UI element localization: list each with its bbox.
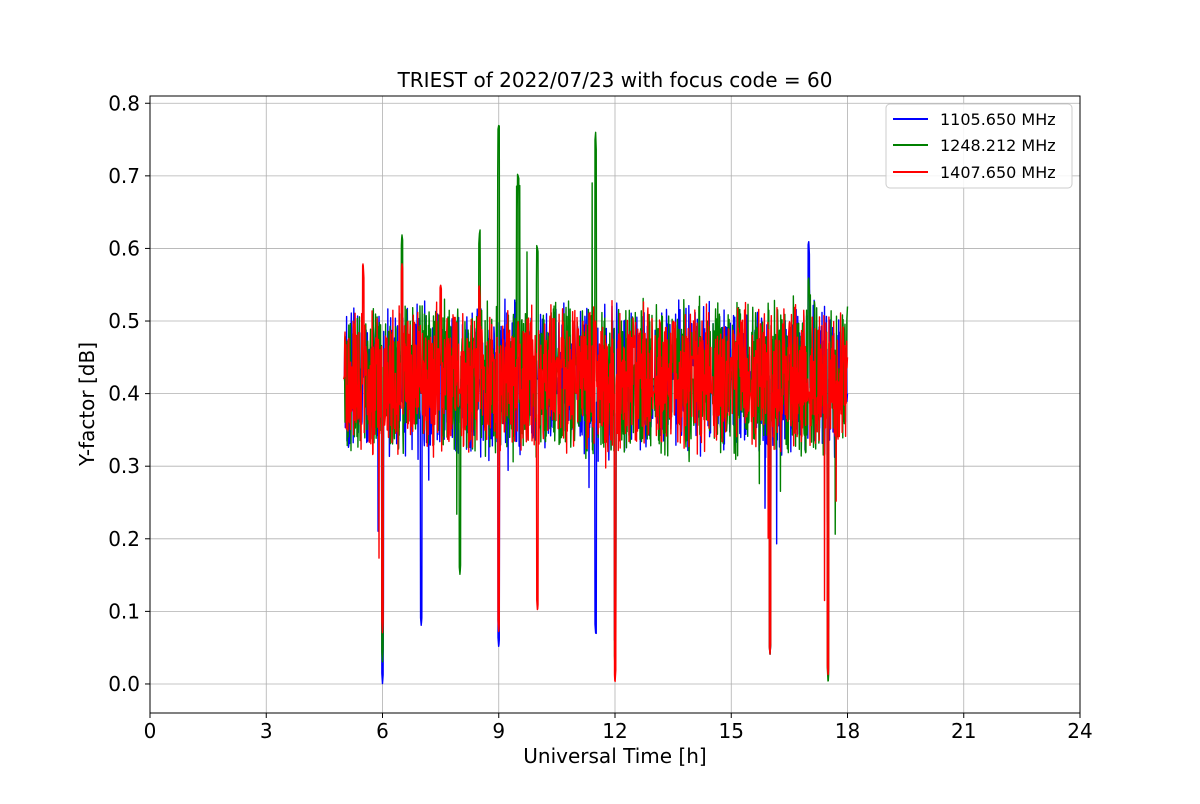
y-tick-label: 0.4 — [108, 382, 140, 406]
y-tick-label: 0.6 — [108, 236, 140, 260]
x-tick-label: 6 — [376, 719, 389, 743]
legend-label-1407: 1407.650 MHz — [940, 163, 1056, 182]
x-tick-label: 3 — [260, 719, 273, 743]
x-tick-label: 12 — [602, 719, 627, 743]
y-tick-label: 0.2 — [108, 527, 140, 551]
series-layer — [343, 124, 849, 685]
x-tick-label: 15 — [719, 719, 744, 743]
x-tick-label: 9 — [492, 719, 505, 743]
y-axis-ticks: 0.0 0.1 0.2 0.3 0.4 0.5 0.6 0.7 0.8 — [108, 91, 150, 696]
y-axis-label: Y-factor [dB] — [75, 342, 99, 467]
y-tick-label: 0.8 — [108, 91, 140, 115]
y-tick-label: 0.7 — [108, 164, 140, 188]
y-tick-label: 0.5 — [108, 309, 140, 333]
legend: 1105.650 MHz 1248.212 MHz 1407.650 MHz — [885, 103, 1073, 189]
x-tick-label: 0 — [144, 719, 157, 743]
legend-label-1248: 1248.212 MHz — [940, 136, 1056, 155]
y-tick-label: 0.1 — [108, 599, 140, 623]
chart-title: TRIEST of 2022/07/23 with focus code = 6… — [397, 68, 833, 92]
legend-label-1105: 1105.650 MHz — [940, 110, 1056, 129]
x-axis-ticks: 0 3 6 9 12 15 18 21 24 — [144, 713, 1093, 743]
y-tick-label: 0.0 — [108, 672, 140, 696]
series-line-2 — [343, 263, 849, 683]
x-tick-label: 24 — [1067, 719, 1092, 743]
legend-box — [885, 103, 1073, 189]
x-axis-label: Universal Time [h] — [523, 744, 706, 768]
x-tick-label: 21 — [951, 719, 976, 743]
x-tick-label: 18 — [835, 719, 860, 743]
y-tick-label: 0.3 — [108, 454, 140, 478]
